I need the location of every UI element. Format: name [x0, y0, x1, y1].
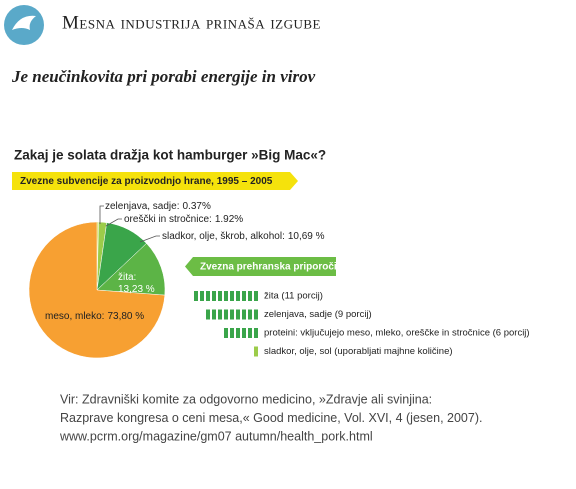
- pie: [28, 221, 166, 359]
- portion-label: proteini: vključujejo meso, mleko, orešč…: [264, 328, 530, 339]
- slice-value: 1.92%: [215, 214, 243, 225]
- portion-segment: [242, 291, 246, 301]
- portion-segment: [254, 291, 258, 301]
- portion-segment: [200, 291, 204, 301]
- source-line: Razprave kongresa o ceni mesa,« Good med…: [60, 411, 482, 425]
- portion-bar: [224, 328, 258, 338]
- slice-category: oreščki in stročnice:: [124, 214, 212, 225]
- slice-value: 10,69 %: [288, 231, 325, 242]
- portion-segment: [242, 328, 246, 338]
- portion-segment: [224, 291, 228, 301]
- slice-label: oreščki in stročnice: 1.92%: [124, 214, 243, 225]
- portion-segment: [230, 328, 234, 338]
- portion-label: sladkor, olje, sol (uporabljati majhne k…: [264, 346, 453, 357]
- portion-segment: [230, 309, 234, 320]
- slice-value: 0.37%: [183, 201, 211, 212]
- source: Vir: Zdravniški komite za odgovorno medi…: [59, 392, 482, 443]
- slice-category: meso, mleko:: [45, 311, 104, 322]
- recommendations: žita (11 porcij) zelenjava, sadje (9 porc…: [194, 291, 530, 357]
- slice-value: 13,23 %: [118, 284, 155, 295]
- chart-subtitle: Zvezne subvencije za proizvodnjo hrane, …: [20, 176, 273, 187]
- portion-segment: [236, 291, 240, 301]
- header-subtitle: Je neučinkovita pri porabi energije in v…: [11, 67, 316, 86]
- portion-segment: [194, 291, 198, 301]
- portion-bar: [206, 309, 258, 320]
- slice-label: zelenjava, sadje: 0.37%: [105, 201, 211, 212]
- portion-segment: [230, 291, 234, 301]
- slice-category: žita:: [118, 272, 136, 283]
- portion-label: zelenjava, sadje (9 porcij): [264, 309, 372, 320]
- slice-label: meso, mleko: 73,80 %: [45, 311, 144, 322]
- portion-segment: [248, 309, 252, 320]
- portion-segment: [254, 328, 258, 338]
- portion-segment: [242, 309, 246, 320]
- portion-segment: [254, 309, 258, 320]
- leader-lines: [99, 205, 160, 243]
- portion-segment: [218, 309, 222, 320]
- portion-segment: [224, 328, 228, 338]
- portion-segment: [206, 309, 210, 320]
- portion-segment: [218, 291, 222, 301]
- slice-category: zelenjava, sadje:: [105, 201, 180, 212]
- portion-segment: [248, 291, 252, 301]
- slice-label: žita: 13,23 %: [118, 272, 155, 295]
- portion-segment: [248, 328, 252, 338]
- source-line: Vir: Zdravniški komite za odgovorno medi…: [60, 392, 432, 406]
- source-line: www.pcrm.org/magazine/gm07 autumn/health…: [59, 429, 373, 443]
- recommendation-title: Zvezna prehranska priporočila: [200, 262, 345, 273]
- pie-slice: [28, 221, 166, 359]
- portion-segment: [254, 346, 258, 357]
- subtitle-banner: [12, 172, 298, 190]
- chart-title: Zakaj je solata dražja kot hamburger »Bi…: [14, 148, 326, 163]
- portion-segment: [212, 291, 216, 301]
- header-title: Mesna industrija prinaša izgube: [62, 12, 321, 33]
- portion-segment: [236, 328, 240, 338]
- slice-label: sladkor, olje, škrob, alkohol: 10,69 %: [162, 231, 325, 242]
- pie-slice: [96, 243, 166, 296]
- logo-bird: [12, 15, 36, 30]
- portion-segment: [212, 309, 216, 320]
- portion-segment: [206, 291, 210, 301]
- portion-bar: [254, 346, 258, 357]
- portion-label: žita (11 porcij): [264, 291, 323, 302]
- recommendation-banner: [185, 257, 336, 276]
- slice-value: 73,80 %: [107, 311, 144, 322]
- portion-segment: [224, 309, 228, 320]
- portion-bar: [194, 291, 258, 301]
- portion-segment: [236, 309, 240, 320]
- slice-category: sladkor, olje, škrob, alkohol:: [162, 231, 285, 242]
